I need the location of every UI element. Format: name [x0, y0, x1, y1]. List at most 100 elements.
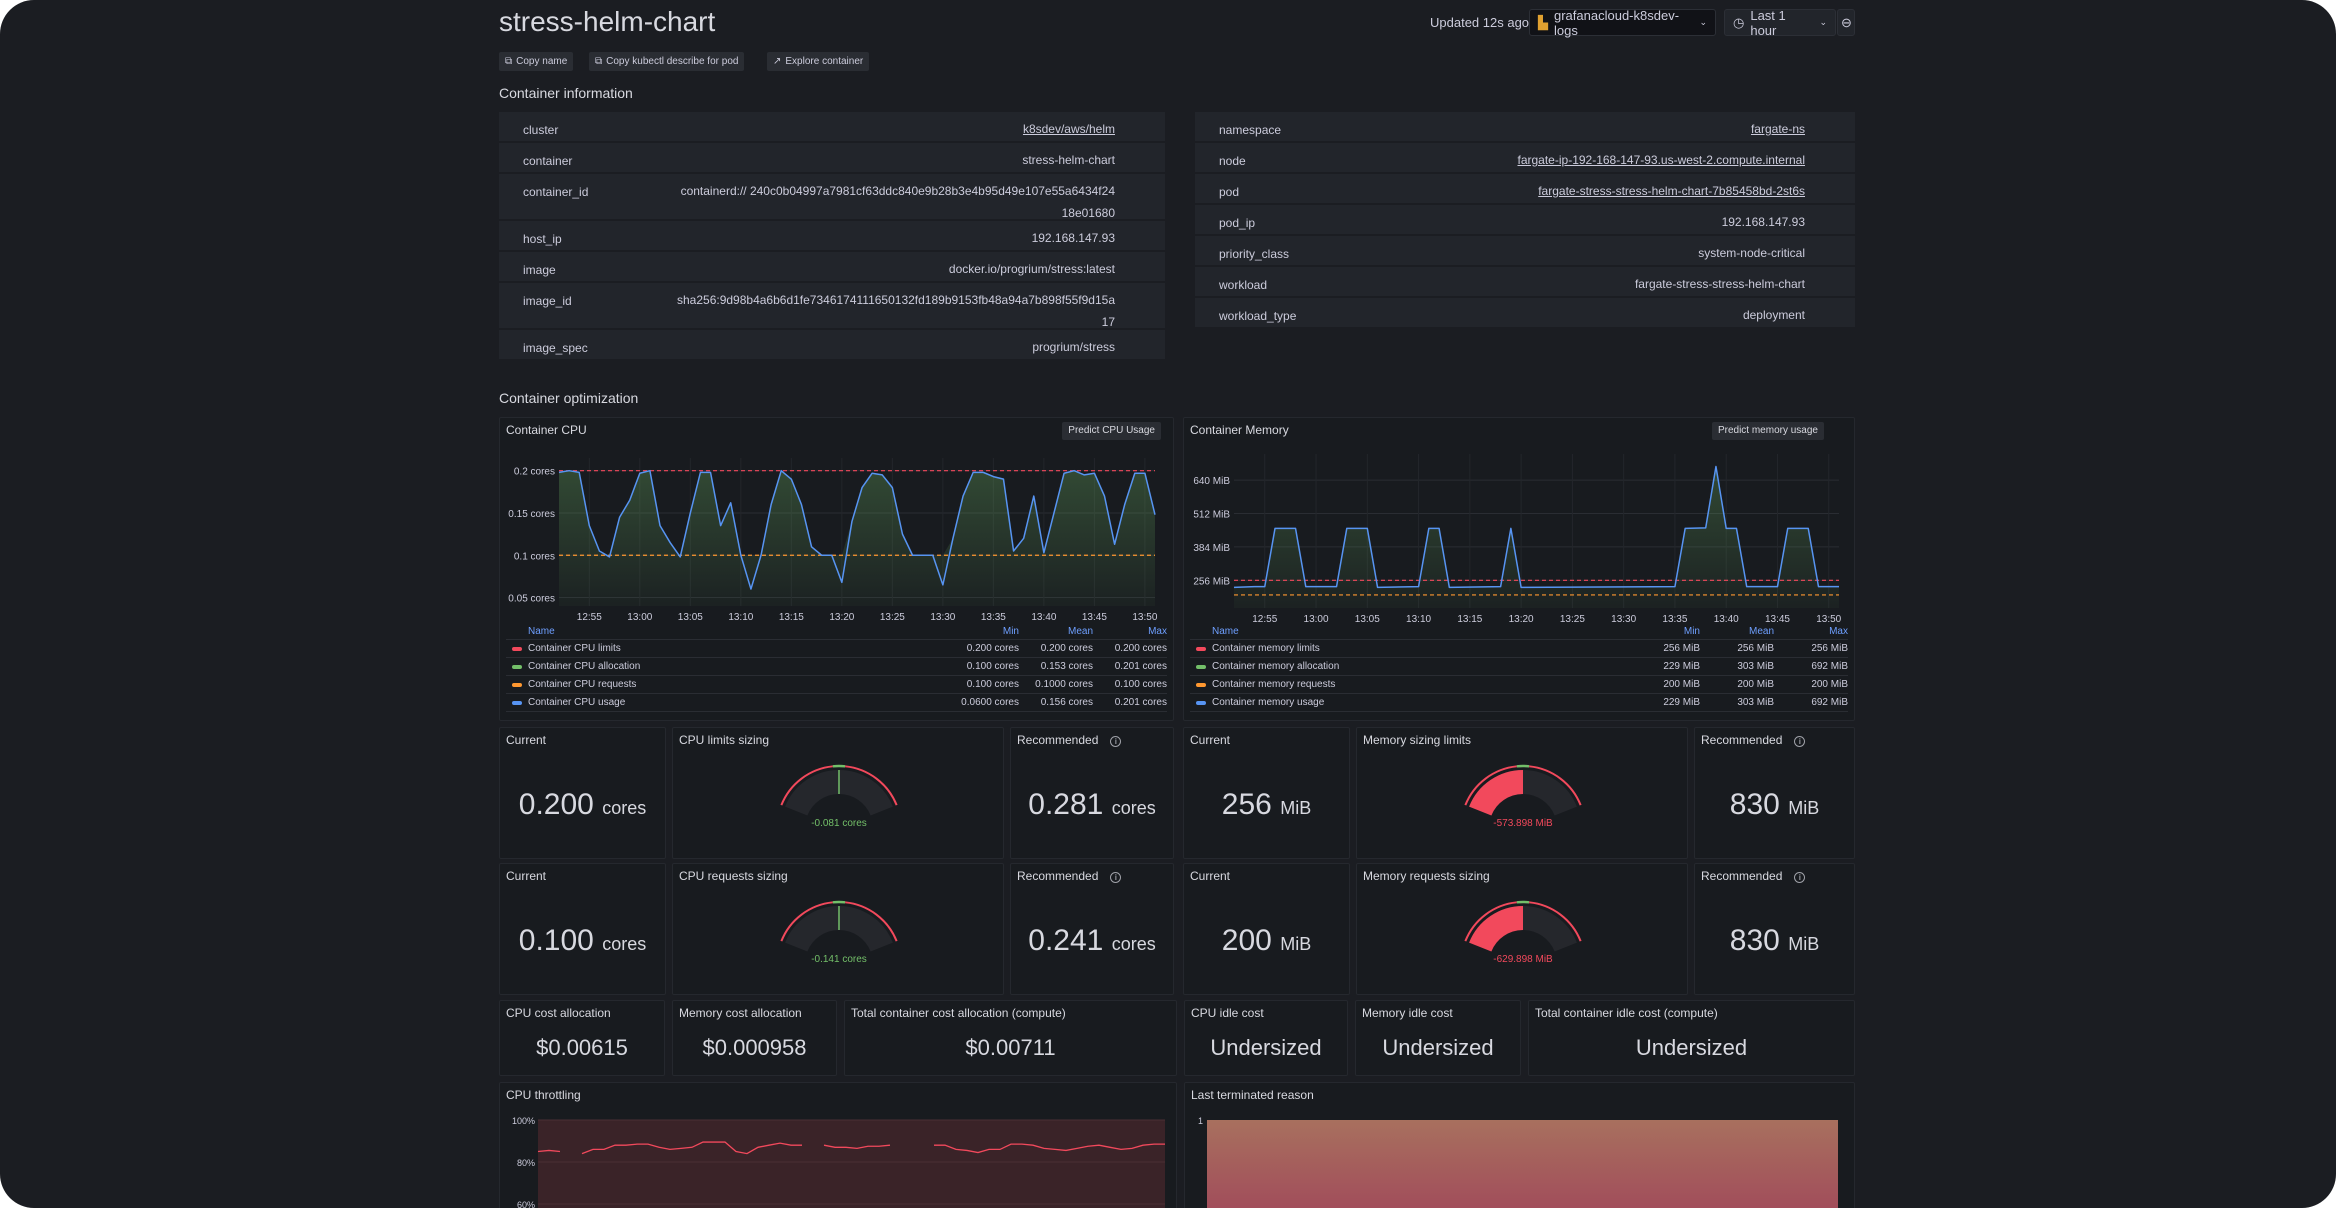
info-row: image_id sha256:9d98b4a6b6d1fe73461741116… — [499, 283, 1165, 330]
stat-number: 0.100 — [518, 924, 594, 957]
gauge-value: -573.898 MiB — [1493, 818, 1553, 829]
predict-cpu-button[interactable]: Predict CPU Usage — [1062, 422, 1161, 440]
info-key: container — [523, 154, 573, 168]
x-tick-label: 12:55 — [577, 612, 602, 623]
panel-title: Last terminated reason — [1191, 1088, 1314, 1102]
info-key: container_id — [523, 185, 589, 199]
legend-col-name[interactable]: Name — [528, 626, 555, 637]
gauge-value: -629.898 MiB — [1493, 954, 1553, 965]
external-link-icon: ↗ — [773, 56, 782, 67]
gauge: -573.898 MiB — [1464, 764, 1582, 829]
recommended-stat-panel: Recommended i 0.281 cores — [1010, 727, 1174, 859]
datasource-picker[interactable]: ▙ grafanacloud-k8sdev-logs ⌄ — [1529, 8, 1716, 38]
legend-row[interactable]: Container CPU allocation 0.100 cores 0.153… — [506, 658, 1167, 676]
legend-col-min[interactable]: Min — [1002, 626, 1019, 637]
stat-number: 200 — [1221, 924, 1272, 957]
legend-row[interactable]: Container memory limits 256 MiB 256 MiB 256… — [1190, 640, 1848, 658]
explore-container-button[interactable]: ↗ Explore container — [767, 52, 870, 71]
legend-col-max[interactable]: Max — [1148, 626, 1167, 637]
legend-col-name[interactable]: Name — [1212, 626, 1239, 637]
legend-row[interactable]: Container memory allocation 229 MiB 303 Mi… — [1190, 658, 1848, 676]
recommended-value: 0.281 cores — [1011, 788, 1173, 822]
info-row: host_ip 192.168.147.93 — [499, 221, 1165, 252]
info-value: fargate-stress-stress-helm-chart — [1634, 277, 1805, 291]
series-mean: 0.153 cores — [1040, 661, 1093, 672]
info-row: cluster k8sdev/aws/helm — [499, 112, 1165, 143]
series-swatch — [512, 646, 522, 651]
y-tick-label: 1 — [1198, 1116, 1203, 1126]
memory-chart-panel: Container Memory Predict memory usage 64… — [1183, 417, 1855, 721]
zoom-out-button[interactable]: ⊖ — [1837, 9, 1855, 36]
legend-col-mean[interactable]: Mean — [1748, 626, 1774, 637]
legend-col-mean[interactable]: Mean — [1067, 626, 1093, 637]
info-icon[interactable]: i — [1794, 872, 1806, 883]
y-tick-label: 0.15 cores — [508, 509, 555, 520]
stat-unit: MiB — [1788, 798, 1820, 818]
info-value: sha256:9d98b4a6b6d1fe7346174111650132fd1… — [677, 293, 1115, 329]
series-max: 0.200 cores — [1114, 643, 1167, 654]
current-stat-panel: Current 256 MiB — [1183, 727, 1350, 859]
series-max: 256 MiB — [1811, 643, 1848, 654]
legend-col-max[interactable]: Max — [1829, 626, 1848, 637]
y-tick-label: 0.05 cores — [508, 594, 555, 605]
info-link[interactable]: k8sdev/aws/helm — [1022, 122, 1115, 136]
series-swatch — [512, 700, 522, 705]
series-max: 200 MiB — [1811, 679, 1848, 690]
legend-row[interactable]: Container CPU limits 0.200 cores 0.200 cor… — [506, 640, 1167, 658]
x-tick-label: 13:20 — [829, 612, 854, 623]
series-min: 0.100 cores — [966, 661, 1019, 672]
stat-number: 0.281 — [1028, 788, 1104, 821]
sizing-gauge-panel: CPU limits sizing -0.081 cores — [672, 727, 1004, 859]
sizing-gauge-panel: Memory requests sizing -629.898 MiB — [1356, 863, 1688, 995]
series-mean: 0.200 cores — [1040, 643, 1093, 654]
x-tick-label: 13:10 — [1406, 614, 1431, 625]
legend-row[interactable]: Container memory requests 200 MiB 200 MiB 2… — [1190, 676, 1848, 694]
current-stat-panel: Current 200 MiB — [1183, 863, 1350, 995]
info-table-left: cluster k8sdev/aws/helm container stress-he… — [499, 112, 1165, 361]
series-name: Container memory requests — [1212, 679, 1336, 690]
info-icon[interactable]: i — [1110, 736, 1122, 747]
threshold-arc-red — [1464, 901, 1517, 942]
predict-memory-button[interactable]: Predict memory usage — [1711, 422, 1824, 440]
section-title-info: Container information — [499, 85, 633, 101]
current-stat-panel: Current 0.200 cores — [499, 727, 666, 859]
stat-number: 0.200 — [518, 788, 594, 821]
info-link[interactable]: fargate-ns — [1750, 122, 1805, 136]
terminated-area — [1207, 1120, 1838, 1208]
panel-title: Container Memory — [1190, 423, 1289, 437]
legend-row[interactable]: Container CPU usage 0.0600 cores 0.156 cor… — [506, 694, 1167, 712]
x-tick-label: 13:10 — [728, 612, 753, 623]
stat-unit: MiB — [1788, 934, 1820, 954]
legend-row[interactable]: Container memory usage 229 MiB 303 MiB 692 … — [1190, 694, 1848, 712]
info-key: image_id — [523, 294, 572, 308]
time-range-picker[interactable]: ◷ Last 1 hour ⌄ — [1724, 7, 1836, 38]
y-tick-label: 384 MiB — [1193, 543, 1230, 554]
legend-row[interactable]: Container CPU requests 0.100 cores 0.1000 … — [506, 676, 1167, 694]
cost-value: $0.00711 — [965, 1035, 1056, 1060]
copy-kubectl-button[interactable]: ⧉ Copy kubectl describe for pod — [589, 52, 745, 71]
gauge: -0.141 cores — [780, 900, 898, 965]
panel-title: Current — [506, 869, 547, 883]
copy-name-button[interactable]: ⧉ Copy name — [499, 52, 574, 71]
info-link[interactable]: fargate-ip-192-168-147-93.us-west-2.comp… — [1517, 153, 1806, 167]
cpu-legend: Name Min Mean Max Container CPU limits 0.200 … — [506, 626, 1167, 712]
panel-title: Total container cost allocation (compute… — [851, 1006, 1066, 1020]
panel-title: Memory sizing limits — [1363, 733, 1472, 747]
info-table-right: namespace fargate-ns node fargate-ip-192-16… — [1195, 112, 1855, 329]
threshold-arc-red — [845, 765, 898, 806]
series-min: 200 MiB — [1663, 679, 1700, 690]
x-tick-label: 13:45 — [1765, 614, 1790, 625]
cost-stat-panel: CPU idle cost Undersized — [1184, 1000, 1348, 1076]
info-icon[interactable]: i — [1794, 736, 1806, 747]
memory-chart: 640 MiB 512 MiB 384 MiB 256 MiB 12:55 13:00 13… — [1193, 454, 1842, 625]
info-icon[interactable]: i — [1110, 872, 1122, 883]
time-range-label: Last 1 hour — [1750, 7, 1786, 38]
x-tick-label: 13:40 — [1031, 612, 1056, 623]
series-swatch — [512, 682, 522, 687]
info-link[interactable]: fargate-stress-stress-helm-chart-7b85458… — [1538, 184, 1805, 198]
chevron-down-icon: ⌄ — [1699, 17, 1707, 27]
legend-col-min[interactable]: Min — [1683, 626, 1700, 637]
panel-title: Memory idle cost — [1362, 1006, 1453, 1020]
x-tick-label: 13:15 — [779, 612, 804, 623]
y-tick-label: 640 MiB — [1193, 476, 1230, 487]
